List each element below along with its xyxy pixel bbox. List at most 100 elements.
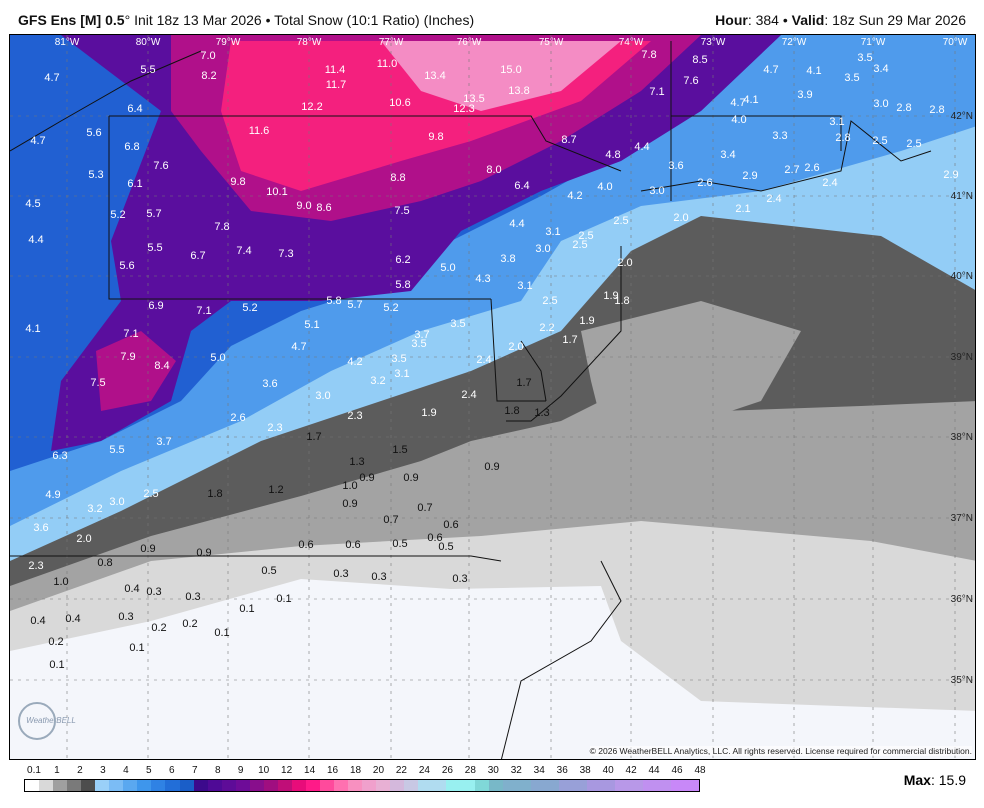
snow-amount-label: 2.5 <box>572 239 587 251</box>
snow-amount-label: 1.8 <box>207 488 222 500</box>
colorbar-swatch <box>558 780 573 791</box>
map-canvas: 81°W 80°W 79°W 78°W 77°W 76°W 75°W 74°W 73°W 72°W… <box>10 35 975 759</box>
snow-amount-label: 4.1 <box>806 65 821 77</box>
valid-time: Hour: 384 • Valid: 18z Sun 29 Mar 2026 <box>715 12 966 28</box>
snow-amount-label: 0.9 <box>140 543 155 555</box>
snow-amount-label: 0.1 <box>214 627 229 639</box>
snow-amount-label: 2.6 <box>230 412 245 424</box>
snow-amount-label: 0.2 <box>48 636 63 648</box>
valid-label: Valid <box>791 12 825 28</box>
snow-amount-label: 3.0 <box>535 243 550 255</box>
colorbar-swatch <box>460 780 475 791</box>
logo-globe-icon <box>18 702 56 740</box>
snow-amount-label: 0.7 <box>383 514 398 526</box>
snow-amount-label: 1.8 <box>614 295 629 307</box>
latitude-label: 39°N <box>951 352 973 363</box>
snow-amount-label: 0.1 <box>49 659 64 671</box>
copyright: © 2026 WeatherBELL Analytics, LLC. All r… <box>589 746 972 756</box>
colorbar-swatch <box>390 780 405 791</box>
snow-amount-label: 6.8 <box>124 141 139 153</box>
colorbar-swatch <box>81 780 96 791</box>
colorbar-ticks: 0.1 1 2 3 4 5 6 7 8 9 10 12 14 16 18 20 22 24 26 28 30 32 34 36… <box>24 765 706 777</box>
colorbar-swatch <box>685 780 700 791</box>
snow-amount-label: 4.2 <box>567 190 582 202</box>
snow-amount-label: 0.8 <box>97 557 112 569</box>
snow-amount-label: 8.0 <box>486 164 501 176</box>
snow-amount-label: 0.6 <box>427 532 442 544</box>
snow-amount-label: 1.8 <box>504 405 519 417</box>
snow-amount-label: 2.5 <box>542 295 557 307</box>
snowfall-map: 81°W 80°W 79°W 78°W 77°W 76°W 75°W 74°W 73°W 72°W… <box>9 34 976 760</box>
snow-amount-label: 7.8 <box>641 49 656 61</box>
latitude-label: 40°N <box>951 271 973 282</box>
snow-amount-label: 6.9 <box>148 300 163 312</box>
snow-amount-label: 13.8 <box>508 85 529 97</box>
colorbar-swatch <box>109 780 124 791</box>
snow-amount-label: 1.5 <box>392 444 407 456</box>
snow-amount-label: 7.1 <box>123 328 138 340</box>
colorbar-swatch <box>544 780 559 791</box>
longitude-label: 73°W <box>701 37 726 48</box>
snow-amount-label: 7.0 <box>200 50 215 62</box>
snow-amount-label: 3.5 <box>391 353 406 365</box>
map-title: GFS Ens [M] 0.5° Init 18z 13 Mar 2026 • … <box>18 12 474 28</box>
longitude-label: 80°W <box>136 37 161 48</box>
colorbar-swatch <box>657 780 672 791</box>
snow-amount-label: 1.0 <box>342 480 357 492</box>
colorbar-tick: 10 <box>258 765 270 776</box>
longitude-label: 71°W <box>861 37 886 48</box>
colorbar-tick: 40 <box>602 765 614 776</box>
colorbar-swatch <box>319 780 335 791</box>
snow-amount-label: 0.6 <box>298 539 313 551</box>
colorbar-tick: 20 <box>372 765 385 776</box>
snow-amount-label: 7.6 <box>683 75 698 87</box>
snow-amount-label: 3.6 <box>668 160 683 172</box>
snow-amount-label: 5.2 <box>242 302 257 314</box>
snow-amount-label: 2.6 <box>697 177 712 189</box>
colorbar-tick: 2 <box>77 765 83 776</box>
snow-amount-label: 0.6 <box>443 519 458 531</box>
snow-amount-label: 5.6 <box>119 260 134 272</box>
colorbar-tick: 8 <box>214 765 221 776</box>
colorbar-tick: 36 <box>556 765 568 776</box>
colorbar-swatch <box>586 780 601 791</box>
snow-amount-label: 0.2 <box>182 618 197 630</box>
snow-amount-label: 3.2 <box>370 375 385 387</box>
snow-amount-label: 2.3 <box>267 422 282 434</box>
snow-amount-label: 6.1 <box>127 178 142 190</box>
snow-amount-label: 11.0 <box>377 58 398 70</box>
snow-amount-label: 3.6 <box>33 522 48 534</box>
snow-amount-label: 4.5 <box>25 198 40 210</box>
colorbar-swatch <box>671 780 686 791</box>
snow-amount-label: 0.5 <box>392 538 407 550</box>
border-line <box>108 116 491 300</box>
snow-amount-label: 5.2 <box>110 209 125 221</box>
snow-amount-label: 3.8 <box>500 253 515 265</box>
snow-amount-label: 5.5 <box>140 64 155 76</box>
snow-amount-label: 8.2 <box>201 70 216 82</box>
snow-amount-label: 0.5 <box>261 565 276 577</box>
snow-amount-label: 2.4 <box>822 177 837 189</box>
snow-amount-label: 3.7 <box>414 329 429 341</box>
snow-amount-label: 4.4 <box>509 218 524 230</box>
colorbar-tick: 30 <box>487 765 499 776</box>
snow-amount-label: 7.1 <box>649 86 664 98</box>
snow-amount-label: 15.0 <box>500 64 521 76</box>
snow-amount-label: 3.1 <box>517 280 532 292</box>
colorbar-tick: 14 <box>304 765 316 776</box>
snow-amount-label: 6.4 <box>127 103 142 115</box>
border-line <box>10 50 202 152</box>
snow-amount-label: 2.5 <box>143 488 158 500</box>
snow-amount-label: 9.8 <box>230 176 245 188</box>
snow-amount-label: 0.3 <box>452 573 467 585</box>
snow-amount-label: 10.6 <box>389 97 410 109</box>
longitude-label: 72°W <box>782 37 807 48</box>
snow-amount-label: 2.5 <box>872 135 887 147</box>
snow-amount-label: 0.4 <box>30 615 45 627</box>
colorbar-swatch <box>277 780 292 791</box>
longitude-label: 77°W <box>379 37 404 48</box>
snow-amount-label: 3.5 <box>411 338 426 350</box>
snow-amount-label: 3.2 <box>87 503 102 515</box>
snow-amount-label: 2.8 <box>896 102 911 114</box>
snow-amount-label: 2.4 <box>461 389 476 401</box>
